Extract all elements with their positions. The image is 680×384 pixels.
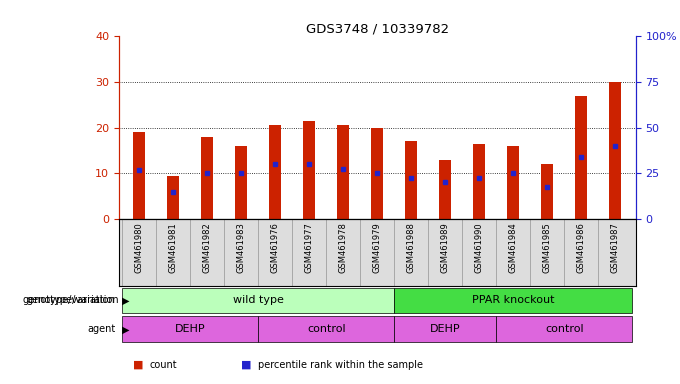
Text: GSM461982: GSM461982 <box>203 222 212 273</box>
Text: GSM461978: GSM461978 <box>339 222 348 273</box>
Text: GSM461984: GSM461984 <box>509 222 518 273</box>
Text: control: control <box>307 324 345 334</box>
Text: percentile rank within the sample: percentile rank within the sample <box>258 360 424 370</box>
Text: ▶: ▶ <box>122 295 130 306</box>
Text: genotype/variation: genotype/variation <box>27 295 119 306</box>
Bar <box>269 126 282 219</box>
Bar <box>473 144 486 219</box>
Text: count: count <box>150 360 177 370</box>
Text: GSM461987: GSM461987 <box>611 222 620 273</box>
Bar <box>439 160 452 219</box>
Text: GSM461980: GSM461980 <box>135 222 144 273</box>
Text: GSM461979: GSM461979 <box>373 222 382 273</box>
Bar <box>541 164 554 219</box>
Text: PPAR knockout: PPAR knockout <box>472 295 555 306</box>
Text: GSM461981: GSM461981 <box>169 222 178 273</box>
Text: genotype/variation: genotype/variation <box>23 295 116 306</box>
Text: GSM461976: GSM461976 <box>271 222 280 273</box>
Bar <box>235 146 248 219</box>
Text: DEHP: DEHP <box>175 324 206 334</box>
Text: GSM461986: GSM461986 <box>577 222 586 273</box>
Text: GSM461983: GSM461983 <box>237 222 246 273</box>
Text: GSM461988: GSM461988 <box>407 222 416 273</box>
Text: GSM461989: GSM461989 <box>441 222 450 273</box>
Bar <box>201 137 214 219</box>
Bar <box>371 127 384 219</box>
Bar <box>405 141 418 219</box>
Bar <box>394 316 496 342</box>
Text: ■: ■ <box>133 360 143 370</box>
Bar <box>609 82 622 219</box>
Bar <box>496 316 632 342</box>
Bar <box>394 288 632 313</box>
Bar <box>575 96 588 219</box>
Bar <box>122 316 258 342</box>
Bar <box>507 146 520 219</box>
Bar <box>258 316 394 342</box>
Bar <box>303 121 316 219</box>
Title: GDS3748 / 10339782: GDS3748 / 10339782 <box>306 22 449 35</box>
Text: ■: ■ <box>241 360 252 370</box>
Text: ▶: ▶ <box>122 324 130 334</box>
Bar <box>337 126 350 219</box>
Text: DEHP: DEHP <box>430 324 461 334</box>
Text: control: control <box>545 324 583 334</box>
Bar <box>122 288 394 313</box>
Text: GSM461985: GSM461985 <box>543 222 552 273</box>
Bar <box>133 132 146 219</box>
Text: agent: agent <box>87 324 116 334</box>
Text: GSM461990: GSM461990 <box>475 222 484 273</box>
Bar <box>167 175 180 219</box>
Text: GSM461977: GSM461977 <box>305 222 314 273</box>
Text: wild type: wild type <box>233 295 284 306</box>
